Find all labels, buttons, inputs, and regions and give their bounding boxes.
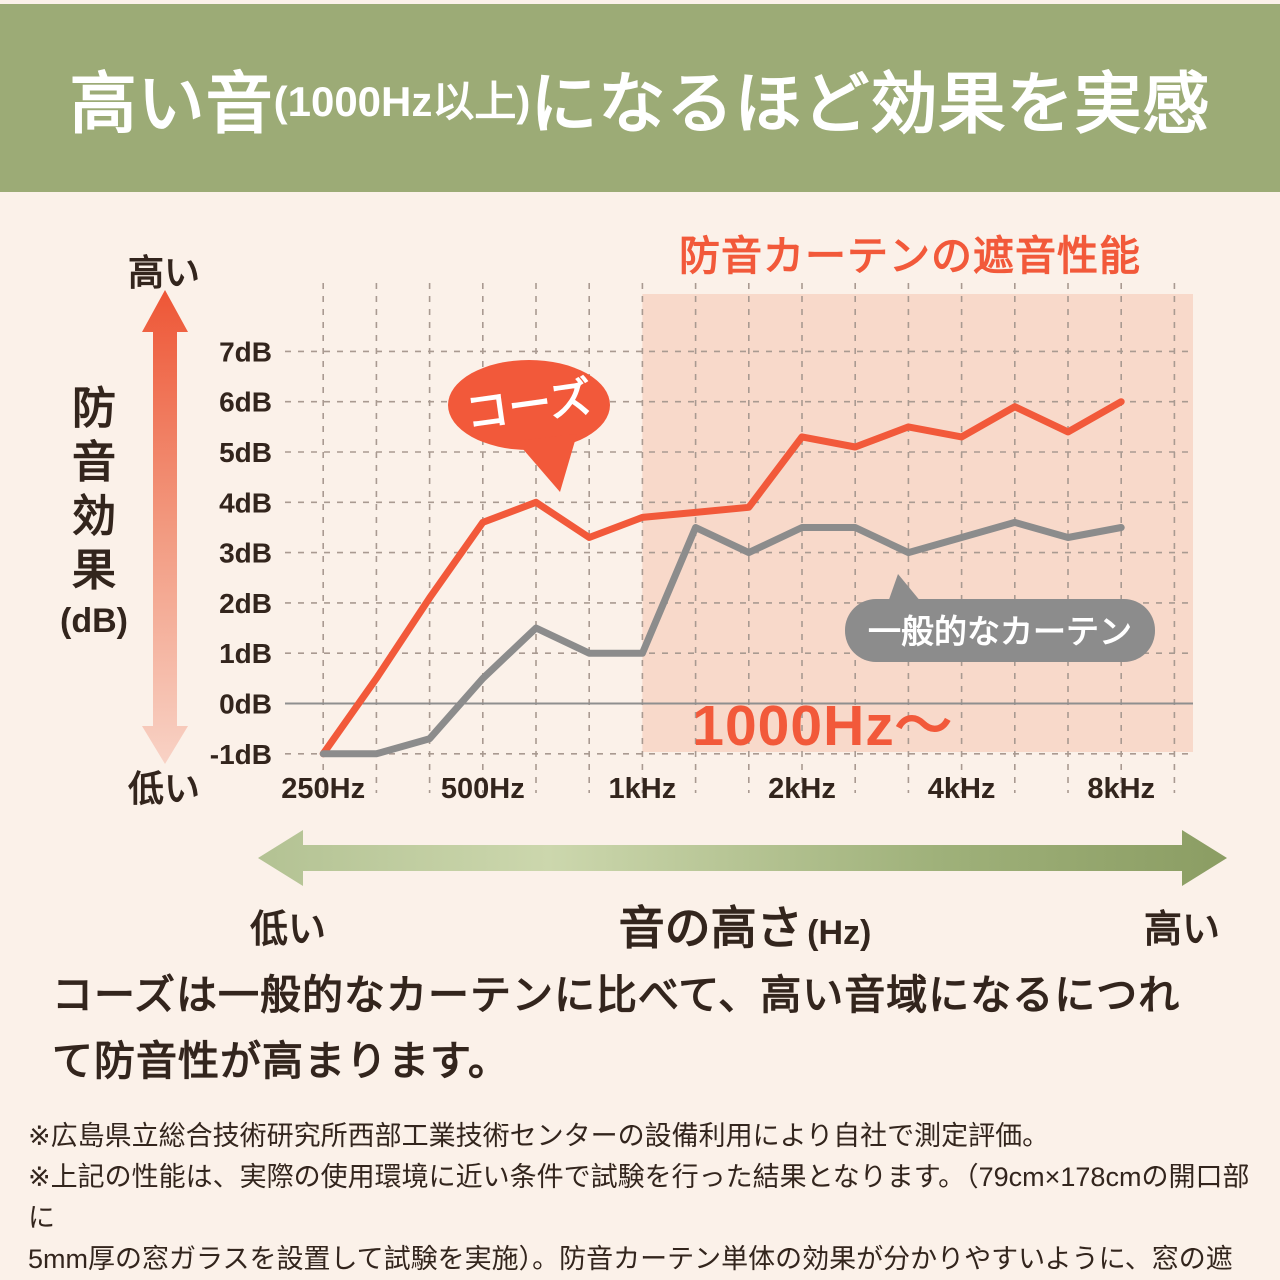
general-pill-shape xyxy=(845,599,1155,662)
y-tick-label: 7dB xyxy=(219,336,272,367)
plot-area: 7dB 6dB 5dB 4dB 3dB 2dB 1dB 0dB -1dB 250Hz 500Hz 1k… xyxy=(210,283,1193,805)
cose-bubble-tail xyxy=(516,434,577,492)
series-line-general xyxy=(319,518,1125,758)
highlight-region xyxy=(642,294,1193,752)
general-pill-label: 一般的なカーテン xyxy=(868,613,1132,650)
x-tick-label: 4kHz xyxy=(928,773,996,805)
header-title-part3: になるほど効果を実感 xyxy=(530,66,1211,142)
general-curtain-label-pill: 一般的なカーテン xyxy=(845,574,1155,662)
x-tick-label: 8kHz xyxy=(1087,773,1155,805)
y-tick-label: 6dB xyxy=(219,387,272,418)
cose-bubble-shape xyxy=(448,360,610,450)
header-title-part1: 高い音 xyxy=(69,66,274,142)
frequency-axis-arrow xyxy=(258,830,1227,886)
y-tick-label: 3dB xyxy=(219,538,272,569)
y-tick-label: 1dB xyxy=(219,638,272,669)
x-tick-label: 500Hz xyxy=(441,773,525,805)
x-tick-label: 250Hz xyxy=(281,773,365,805)
y-tick-label: 2dB xyxy=(219,588,272,619)
header-title-part2: (1000Hz以上) xyxy=(273,77,531,125)
y-tick-label: -1dB xyxy=(210,739,272,770)
cose-label-bubble: コーズ xyxy=(448,360,610,492)
db-axis-arrow xyxy=(142,290,188,764)
y-tick-label: 0dB xyxy=(219,689,272,720)
header-banner: 高い音 (1000Hz以上) になるほど効果を実感 xyxy=(0,4,1280,192)
x-tick-label: 1kHz xyxy=(609,773,677,805)
y-tick-label: 4dB xyxy=(219,487,272,518)
y-tick-label: 5dB xyxy=(219,437,272,468)
series-line-cose xyxy=(319,398,1125,758)
x-tick-label: 2kHz xyxy=(768,773,836,805)
